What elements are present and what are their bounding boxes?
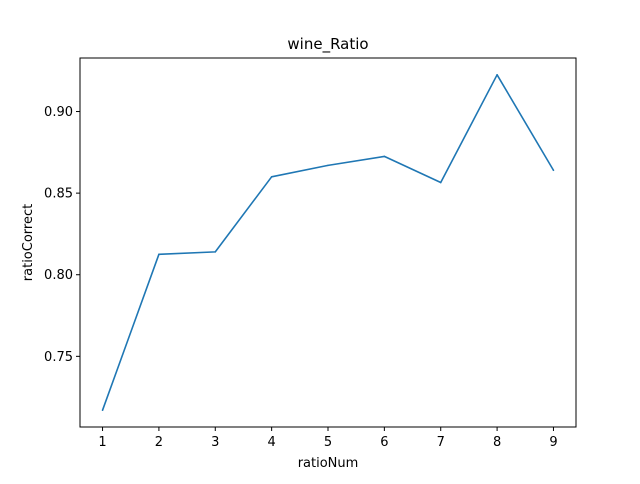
x-tick-label: 4 (267, 435, 275, 450)
data-point (383, 155, 386, 158)
y-tick-label: 0.85 (44, 187, 73, 202)
y-axis-label: ratioCorrect (21, 204, 36, 281)
data-point (439, 181, 442, 184)
x-tick-label: 6 (380, 435, 388, 450)
data-point (158, 253, 160, 256)
x-tick-label: 5 (324, 435, 332, 450)
data-point (496, 74, 498, 76)
data-point (101, 409, 104, 411)
y-tick-label: 0.80 (44, 268, 73, 283)
x-tick-label: 9 (549, 435, 557, 450)
x-tick-label: 8 (493, 435, 501, 450)
y-tick-label: 0.75 (44, 350, 73, 365)
x-tick-label: 1 (98, 435, 106, 450)
x-tick-label: 3 (211, 435, 219, 450)
axes-frame (79, 57, 577, 428)
x-tick-label: 2 (155, 435, 163, 450)
x-axis-label: ratioNum (298, 456, 359, 471)
data-point (214, 251, 217, 253)
chart-title: wine_Ratio (287, 35, 368, 54)
data-point (327, 164, 329, 167)
x-tick-label: 7 (437, 435, 445, 450)
data-point (270, 176, 273, 178)
plot-area: 1 2 3 4 5 6 7 8 9 0.75 0.80 0.85 0.90 (44, 74, 558, 450)
data-point (552, 169, 555, 172)
y-tick-label: 0.90 (44, 105, 73, 120)
